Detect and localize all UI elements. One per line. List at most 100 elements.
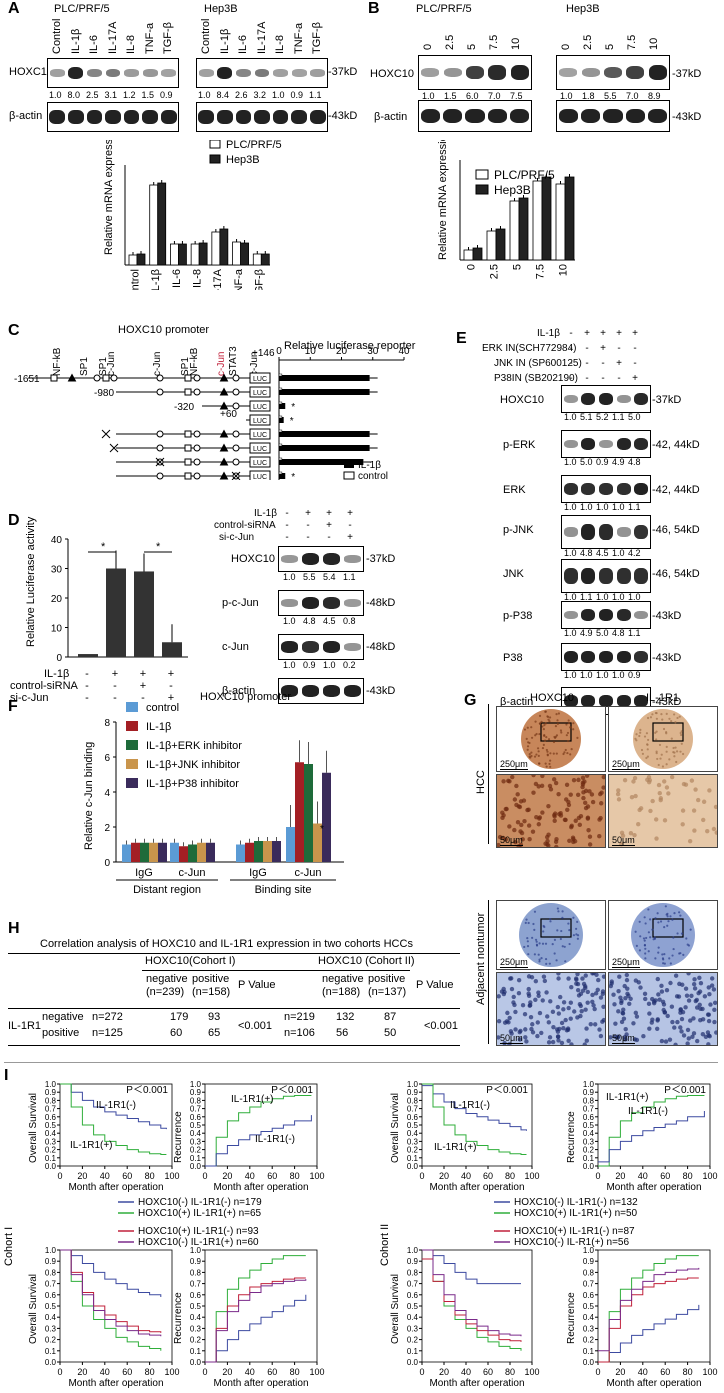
treatment-sign: - — [569, 343, 573, 354]
nucleus — [531, 936, 534, 939]
nucleus — [527, 836, 532, 842]
blot-band — [124, 69, 139, 77]
nucleus — [518, 799, 524, 804]
x-tick-label: 20 — [77, 1367, 87, 1377]
bar — [149, 842, 158, 862]
p-value: P＜0.001 — [486, 1085, 528, 1096]
x-tick-label: 20 — [615, 1171, 625, 1181]
nucleus — [557, 910, 560, 913]
nucleus — [539, 1030, 544, 1036]
nucleus — [628, 996, 633, 1002]
x-tick-label: 100 — [164, 1367, 179, 1377]
row-label: JNK IN (SP600125) — [494, 358, 582, 369]
nucleus — [504, 806, 509, 812]
legend-label: IL-1β+JNK inhibitor — [146, 759, 240, 771]
nucleus — [706, 1042, 711, 1045]
luc-box — [249, 400, 271, 412]
nucleus — [514, 783, 519, 789]
group-label: IgG — [249, 867, 267, 879]
nucleus — [572, 839, 578, 844]
nucleus — [556, 722, 559, 726]
nucleus — [618, 995, 623, 1000]
nucleus — [549, 920, 552, 923]
y-tick-label: 0.4 — [583, 1129, 595, 1138]
nucleus — [665, 763, 668, 766]
nucleus — [533, 928, 536, 931]
nucleus — [712, 1019, 717, 1025]
nucleus — [583, 1007, 588, 1012]
blot-band — [68, 66, 84, 80]
x-axis-label: Month after operation — [213, 1378, 308, 1389]
nucleus — [543, 724, 546, 727]
nucleus — [546, 832, 551, 837]
treatment-label: IL-8 — [125, 35, 137, 54]
km-curve — [422, 1258, 522, 1342]
x-tick-label: 80 — [683, 1171, 693, 1181]
nucleus — [526, 940, 529, 943]
km-curve — [422, 1249, 521, 1285]
nucleus — [647, 908, 650, 911]
y-tick-label: 0 — [56, 653, 62, 664]
nucleus — [552, 752, 555, 755]
nucleus — [575, 973, 580, 977]
y-tick-label: 0.3 — [407, 1137, 419, 1146]
nucleus — [550, 1039, 556, 1045]
scale-bar: 250μm — [500, 957, 528, 968]
bar — [134, 571, 154, 657]
ratio-value: 3.2 — [253, 90, 267, 100]
y-tick-label: 0.2 — [45, 1146, 57, 1155]
protein-hoxc10-b: HOXC10 — [370, 68, 415, 80]
nucleus — [531, 775, 536, 778]
nucleus — [616, 797, 622, 802]
nucleus — [569, 825, 574, 830]
nucleus — [536, 993, 541, 999]
nucleus — [511, 1000, 516, 1005]
nucleus — [678, 1025, 683, 1030]
nucleus — [544, 710, 547, 713]
nucleus — [568, 1016, 573, 1021]
nucleus — [672, 746, 675, 750]
nucleus — [612, 1002, 617, 1007]
column-header: positive — [192, 973, 230, 985]
nucleus — [588, 1021, 593, 1027]
nucleus — [657, 790, 662, 796]
blot-band — [488, 65, 507, 80]
nucleus — [526, 945, 530, 948]
nucleus — [564, 960, 567, 963]
nucleus — [566, 731, 570, 735]
nucleus — [569, 726, 573, 729]
bar — [322, 772, 331, 862]
nucleus — [582, 779, 587, 784]
nucleus — [600, 991, 605, 996]
ratio-value: 0.2 — [343, 660, 356, 670]
nucleus — [544, 722, 547, 725]
nucleus — [693, 998, 698, 1004]
position-label: +60 — [220, 409, 237, 420]
nucleus — [507, 824, 512, 829]
y-tick-label: 0.8 — [583, 1268, 595, 1277]
nucleus — [497, 1018, 502, 1024]
nucleus — [563, 945, 566, 948]
nucleus — [509, 986, 515, 992]
ratio-value: 7.5 — [510, 91, 523, 101]
nucleus — [551, 1024, 556, 1030]
blot-band — [105, 110, 121, 124]
nucleus — [501, 779, 506, 784]
nucleus — [566, 799, 571, 805]
chip-chart: 0 2 4 6 8 Relative c-Jun binding IgG c-Jun IgG c-… — [83, 702, 344, 896]
legend-label: IL-1β — [358, 460, 381, 471]
nucleus — [654, 917, 657, 920]
dose-label: 10 — [510, 37, 522, 50]
nucleus — [685, 937, 688, 940]
x-tick-label: 60 — [660, 1171, 670, 1181]
nucleus — [657, 997, 662, 1002]
nucleus — [547, 1035, 553, 1040]
y-tick-label: 0.5 — [583, 1121, 595, 1130]
nucleus — [665, 745, 668, 748]
nucleus — [663, 926, 666, 929]
nucleus — [700, 1006, 705, 1012]
cell: 87 — [384, 1011, 397, 1023]
nucleus — [648, 808, 653, 814]
nucleus — [651, 928, 654, 931]
nucleus — [650, 1017, 655, 1022]
